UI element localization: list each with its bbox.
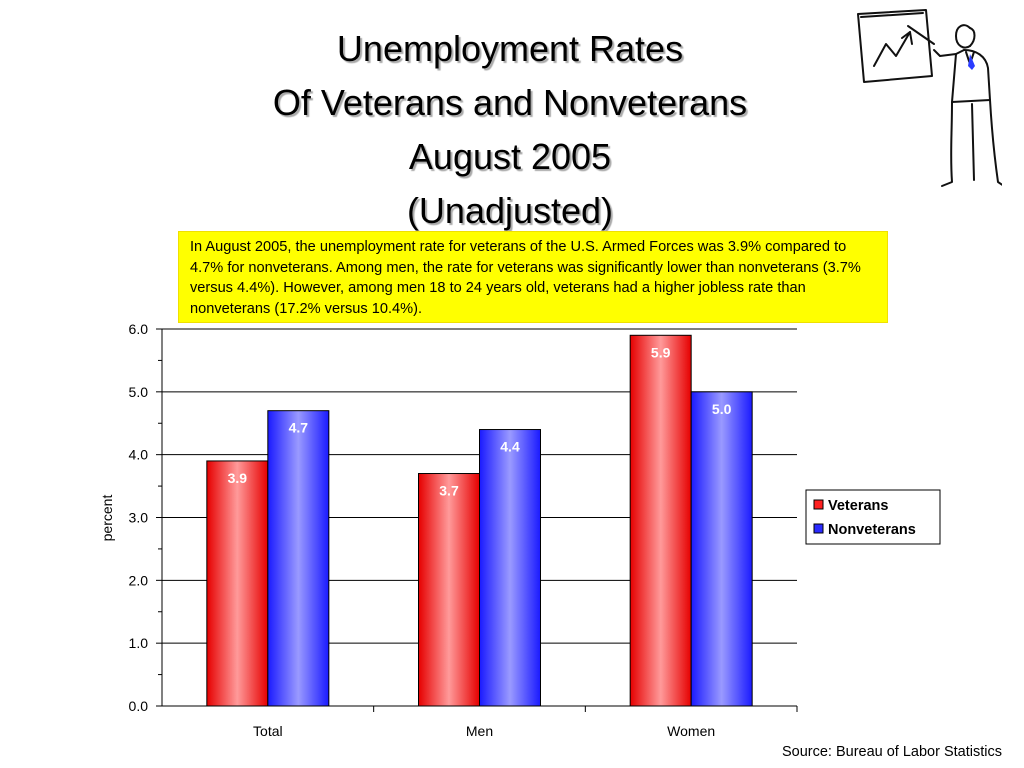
bar-veterans-women: [629, 334, 692, 707]
legend-swatch: [813, 523, 824, 534]
bar-nonveterans-total: [267, 410, 330, 707]
y-tick-label: 0.0: [129, 698, 149, 714]
chart-tick-labels: 0.0 1.0 2.0 3.0 4.0 5.0 6.0 Total Men Women: [129, 321, 716, 739]
x-tick-label: Total: [253, 723, 283, 739]
y-tick-label: 4.0: [129, 447, 149, 463]
x-tick-label: Women: [667, 723, 715, 739]
bar-nonveterans-women: [690, 391, 753, 707]
slide-title: Unemployment Rates Of Veterans and Nonve…: [180, 22, 840, 238]
chart-legend: Veterans Nonveterans: [805, 489, 941, 545]
legend-box: [805, 489, 941, 545]
y-axis-label: percent: [99, 495, 115, 542]
data-label: 3.9: [228, 470, 248, 486]
data-label: 3.7: [439, 483, 459, 499]
data-label: 4.7: [289, 420, 309, 436]
bar-veterans-men: [418, 473, 480, 707]
legend-swatch: [813, 499, 824, 510]
title-line-4: (Unadjusted): [406, 190, 614, 231]
legend-label: Nonveterans: [828, 522, 916, 538]
chart-axes: [156, 328, 798, 712]
presenter-with-chart-icon: [857, 9, 1002, 187]
data-label: 4.4: [500, 439, 520, 455]
legend-label: Veterans: [828, 498, 888, 514]
y-tick-label: 6.0: [129, 321, 149, 337]
source-note: Source: Bureau of Labor Statistics: [781, 744, 1002, 760]
title-line-2: Of Veterans and Nonveterans: [272, 82, 748, 123]
data-label: 5.0: [712, 401, 732, 417]
title-line-3: August 2005: [408, 136, 612, 177]
chart-bars: [206, 334, 753, 707]
y-tick-label: 2.0: [129, 572, 149, 588]
bar-nonveterans-men: [479, 429, 541, 707]
bar-veterans-total: [206, 460, 269, 707]
x-tick-label: Men: [466, 723, 493, 739]
chart-data-labels: 3.9 4.7 3.7 4.4 5.9 5.0: [228, 344, 732, 498]
data-label: 5.9: [651, 344, 671, 360]
y-tick-label: 3.0: [129, 510, 149, 526]
y-tick-label: 1.0: [129, 635, 149, 651]
callout-box: In August 2005, the unemployment rate fo…: [179, 232, 887, 322]
callout-text: In August 2005, the unemployment rate fo…: [190, 239, 861, 317]
title-line-1: Unemployment Rates: [336, 28, 684, 69]
y-tick-label: 5.0: [129, 384, 149, 400]
